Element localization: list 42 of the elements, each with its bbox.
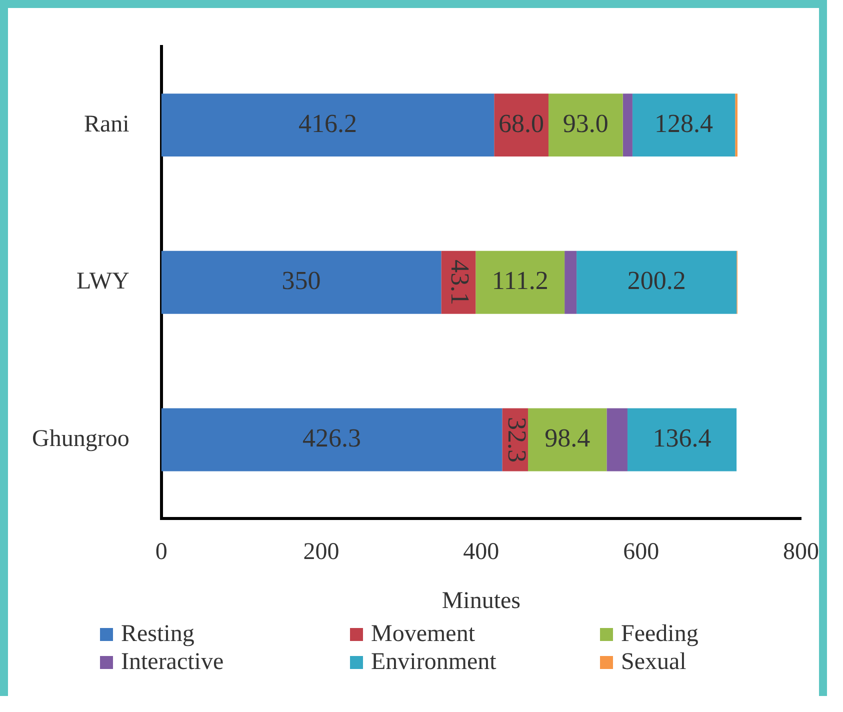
bar xyxy=(161,94,494,157)
data-label: 98.4 xyxy=(544,424,590,453)
data-label: 350 xyxy=(282,266,321,296)
data-label: 111.2 xyxy=(492,266,548,296)
bar xyxy=(161,250,442,314)
data-label: 426.3 xyxy=(302,424,362,453)
bar xyxy=(494,94,548,157)
data-label: 128.4 xyxy=(654,108,714,138)
page-frame: Minutes 0 200 400 600 800 Rani LWY Ghungroo 416.2 350 426.3 68.0 43.1 32.3 93.0 111.2 98.4 128.4 200.2 136.4 Resting Movement Feeding Interactive Environment Sexual xyxy=(0,0,827,696)
bar xyxy=(476,250,565,314)
bar xyxy=(564,250,577,314)
x-axis-title: Minutes xyxy=(442,588,520,614)
y-tick-label: Ghungroo xyxy=(32,426,130,452)
bar xyxy=(627,408,737,472)
bar xyxy=(548,94,623,157)
y-tick-label: Rani xyxy=(84,111,130,138)
data-label: 200.2 xyxy=(627,266,686,296)
legend-label: Resting xyxy=(121,620,194,648)
x-tick-label: 600 xyxy=(623,539,660,566)
bar xyxy=(622,94,632,157)
legend-label: Sexual xyxy=(621,648,686,676)
x-tick-label: 800 xyxy=(783,539,819,566)
bar xyxy=(528,408,607,472)
data-label: 93.0 xyxy=(562,108,608,138)
data-label: 416.2 xyxy=(298,108,357,138)
bar xyxy=(735,94,738,157)
bar xyxy=(161,408,502,472)
bar xyxy=(576,250,737,314)
x-tick-label: 0 xyxy=(155,539,168,566)
legend-label: Movement xyxy=(371,620,475,648)
bar xyxy=(606,408,628,472)
x-tick-label: 400 xyxy=(463,539,500,566)
data-label: 43.1 xyxy=(446,260,475,306)
bar xyxy=(632,94,736,157)
y-tick-label: LWY xyxy=(76,268,130,295)
legend-label: Interactive xyxy=(121,648,224,676)
x-tick-label: 200 xyxy=(303,539,340,566)
legend-label: Environment xyxy=(371,648,496,676)
data-label: 32.3 xyxy=(502,416,532,462)
data-label: 68.0 xyxy=(498,108,544,138)
data-label: 136.4 xyxy=(652,424,712,453)
legend-label: Feeding xyxy=(621,620,698,648)
